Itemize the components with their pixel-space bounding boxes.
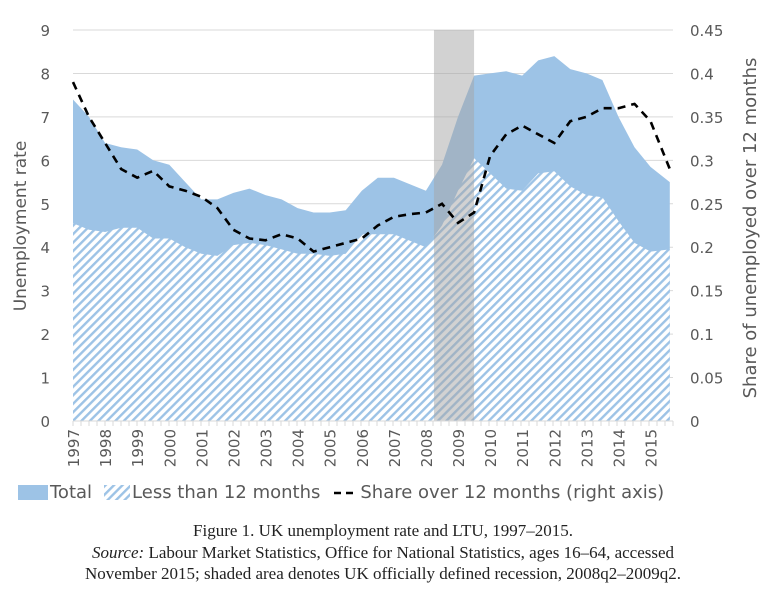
y2-axis-title: Share of unemployed over 12 months xyxy=(740,58,761,399)
y2-tick-label: 0.4 xyxy=(690,65,714,83)
y-axis-left: 0 1 2 3 4 5 6 7 8 9 xyxy=(40,22,50,431)
legend-item-total: Total xyxy=(18,482,92,503)
x-tick-label: 1998 xyxy=(97,429,115,467)
x-tick-label: 2006 xyxy=(354,429,372,467)
legend-label-share: Share over 12 months (right axis) xyxy=(360,482,665,503)
y-tick-label: 8 xyxy=(40,65,50,83)
y-tick-label: 3 xyxy=(40,283,50,301)
y-tick-label: 5 xyxy=(40,196,50,214)
y-tick-label: 6 xyxy=(40,152,50,170)
recession-shading xyxy=(433,30,475,421)
x-tick-label: 2005 xyxy=(322,429,340,467)
x-tick-label: 2012 xyxy=(546,429,564,467)
y2-tick-label: 0.2 xyxy=(690,239,714,257)
y-tick-label: 9 xyxy=(40,22,50,40)
x-tick-label: 2011 xyxy=(514,429,532,467)
y-axis-right: 0 0.05 0.1 0.15 0.2 0.25 0.3 0.35 0.4 0.45 xyxy=(690,22,723,431)
x-tick-label: 1997 xyxy=(65,429,83,467)
series-share-line xyxy=(71,81,672,254)
x-tick-label: 2000 xyxy=(161,429,179,467)
x-tick-label: 2007 xyxy=(386,429,404,467)
x-axis: 1997 1998 1999 2000 2001 2002 2003 2004 2005 2006… xyxy=(65,420,674,467)
y-tick-label: 4 xyxy=(40,239,50,257)
y2-tick-label: 0.1 xyxy=(690,326,714,344)
source-text: Labour Market Statistics, Office for Nat… xyxy=(144,543,675,562)
y2-tick-label: 0.05 xyxy=(690,370,723,388)
legend-item-less: Less than 12 months xyxy=(104,482,320,503)
x-tick-label: 2014 xyxy=(610,429,628,467)
chart: 1997 1998 1999 2000 2001 2002 2003 2004 2005 2006… xyxy=(11,22,761,467)
y2-tick-label: 0.35 xyxy=(690,109,723,127)
x-tick-label: 2004 xyxy=(290,429,308,467)
y-tick-label: 7 xyxy=(40,109,50,127)
legend-label-total: Total xyxy=(50,482,93,503)
x-tick-label: 2003 xyxy=(258,429,276,467)
series-less-than-12-months-area xyxy=(73,158,670,421)
legend-item-share: Share over 12 months (right axis) xyxy=(332,482,664,503)
x-tick-label: 2015 xyxy=(643,429,661,467)
y2-tick-label: 0.3 xyxy=(690,152,714,170)
x-tick-label: 2001 xyxy=(193,429,211,467)
y2-tick-label: 0.15 xyxy=(690,283,723,301)
x-tick-label: 2008 xyxy=(418,429,436,467)
source-line-2: November 2015; shaded area denotes UK of… xyxy=(85,564,681,583)
source-line-1: Source: Labour Market Statistics, Office… xyxy=(0,542,766,563)
legend-swatch-total xyxy=(18,485,48,500)
legend: Total Less than 12 months Share over 12 … xyxy=(18,482,676,503)
y-tick-label: 1 xyxy=(40,370,50,388)
source-label: Source: xyxy=(91,543,145,562)
legend-label-less: Less than 12 months xyxy=(132,482,321,503)
legend-swatch-less xyxy=(104,485,131,500)
y2-tick-label: 0.45 xyxy=(690,22,723,40)
y-axis-title: Unemployment rate xyxy=(11,141,31,312)
figure-caption: Figure 1. UK unemployment rate and LTU, … xyxy=(193,521,573,540)
x-tick-label: 2002 xyxy=(225,429,243,467)
y-tick-label: 0 xyxy=(40,413,50,431)
x-tick-label: 2009 xyxy=(450,429,468,467)
legend-swatch-share xyxy=(334,491,357,495)
x-tick-label: 2010 xyxy=(482,429,500,467)
y2-tick-label: 0.25 xyxy=(690,196,723,214)
y-tick-label: 2 xyxy=(40,326,50,344)
y2-tick-label: 0 xyxy=(690,413,700,431)
x-tick-label: 1999 xyxy=(129,429,147,467)
x-tick-label: 2013 xyxy=(578,429,596,467)
